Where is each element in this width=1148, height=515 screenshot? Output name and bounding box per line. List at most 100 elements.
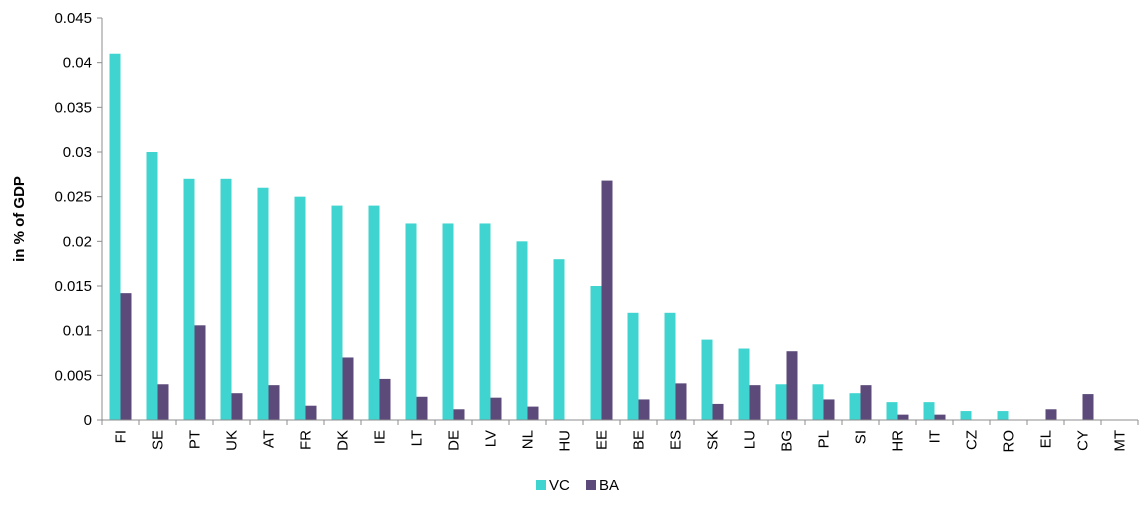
axes-group xyxy=(101,18,1138,421)
bar-ba-dk xyxy=(342,357,354,420)
bar-ba-de xyxy=(453,409,465,420)
x-category-label: CY xyxy=(1075,430,1092,451)
x-category-label: CZ xyxy=(964,430,981,450)
y-tick-label: 0.005 xyxy=(54,367,92,384)
y-tick-label: 0.035 xyxy=(54,99,92,116)
bar-vc-sk xyxy=(701,339,713,420)
bar-ba-lt xyxy=(416,396,428,420)
legend-label-ba: BA xyxy=(599,477,619,494)
x-category-label: MT xyxy=(1112,430,1129,452)
bar-vc-lv xyxy=(479,223,491,420)
bar-vc-uk xyxy=(220,178,232,420)
legend: VC BA xyxy=(536,477,619,494)
x-category-label: LV xyxy=(483,430,500,447)
y-ticks-group: 0 0.005 0.01 0.015 0.02 0.025 0.03 0.035 0.04 0.0… xyxy=(54,10,102,429)
bar-ba-lu xyxy=(749,385,761,420)
bar-ba-bg xyxy=(786,351,798,420)
x-category-label: HR xyxy=(890,430,907,452)
x-category-label: DK xyxy=(335,430,352,451)
bar-vc-lu xyxy=(738,348,750,420)
x-category-label: HU xyxy=(557,430,574,452)
x-category-label: PL xyxy=(816,430,833,448)
bar-vc-se xyxy=(146,152,158,420)
x-category-label: IT xyxy=(927,430,944,443)
bar-ba-si xyxy=(860,385,872,420)
y-tick-label: 0 xyxy=(84,412,92,429)
x-category-label: AT xyxy=(261,430,278,448)
x-category-label: LT xyxy=(409,430,426,446)
bar-ba-se xyxy=(157,384,169,420)
bar-vc-si xyxy=(849,393,861,420)
bar-vc-bg xyxy=(775,384,787,420)
bar-ba-pt xyxy=(194,325,206,420)
bar-ba-cy xyxy=(1082,394,1094,420)
bar-vc-de xyxy=(442,223,454,420)
bar-vc-nl xyxy=(516,241,528,420)
bar-ba-it xyxy=(934,414,946,420)
x-category-label: RO xyxy=(1001,430,1018,453)
bar-vc-ee xyxy=(590,286,602,420)
bar-vc-hu xyxy=(553,259,565,420)
x-category-label: EE xyxy=(594,430,611,450)
bar-vc-be xyxy=(627,312,639,420)
x-ticks-group: FI SE PT UK AT FR DK IE LT DE LV NL HU EE BE ES SK LU BG PL… xyxy=(101,420,1139,453)
bar-vc-pt xyxy=(183,178,195,420)
bar-ba-be xyxy=(638,399,650,420)
bar-ba-es xyxy=(675,383,687,420)
bar-ba-ie xyxy=(379,378,391,420)
bar-vc-it xyxy=(923,402,935,420)
bar-ba-ee xyxy=(601,180,613,420)
x-category-label: NL xyxy=(520,430,537,449)
bar-ba-fi xyxy=(120,293,132,420)
bar-vc-es xyxy=(664,312,676,420)
x-category-label: BG xyxy=(779,430,796,452)
x-category-label: IE xyxy=(372,430,389,444)
bar-ba-pl xyxy=(823,399,835,420)
bar-vc-lt xyxy=(405,223,417,420)
bar-ba-lv xyxy=(490,397,502,420)
bar-ba-uk xyxy=(231,393,243,420)
y-axis-title: in % of GDP xyxy=(11,176,28,262)
bars-group xyxy=(109,53,1094,420)
bar-ba-at xyxy=(268,385,280,420)
x-category-label: DE xyxy=(446,430,463,451)
y-tick-label: 0.045 xyxy=(54,10,92,27)
bar-vc-ro xyxy=(997,411,1009,420)
x-category-label: SK xyxy=(705,430,722,450)
bar-vc-cz xyxy=(960,411,972,420)
legend-label-vc: VC xyxy=(549,477,570,494)
y-tick-label: 0.01 xyxy=(63,323,92,340)
y-tick-label: 0.03 xyxy=(63,144,92,161)
y-tick-label: 0.04 xyxy=(63,55,92,72)
bar-vc-fr xyxy=(294,196,306,420)
bar-ba-fr xyxy=(305,405,317,420)
legend-swatch-ba xyxy=(586,480,596,490)
y-axis-title-group: in % of GDP xyxy=(11,176,28,262)
bar-vc-ie xyxy=(368,205,380,420)
x-category-label: BE xyxy=(631,430,648,450)
bar-vc-dk xyxy=(331,205,343,420)
x-category-label: UK xyxy=(224,430,241,451)
bar-ba-nl xyxy=(527,406,539,420)
x-category-label: SE xyxy=(150,430,167,450)
bar-ba-sk xyxy=(712,403,724,420)
bar-ba-el xyxy=(1045,409,1057,420)
legend-swatch-vc xyxy=(536,480,546,490)
bar-vc-at xyxy=(257,187,269,420)
y-tick-label: 0.015 xyxy=(54,278,92,295)
x-category-label: EL xyxy=(1038,430,1055,448)
x-category-label: FI xyxy=(113,430,130,443)
bar-vc-fi xyxy=(109,53,121,420)
x-category-label: LU xyxy=(742,430,759,449)
bar-vc-pl xyxy=(812,384,824,420)
x-category-label: PT xyxy=(187,430,204,449)
x-category-label: FR xyxy=(298,430,315,450)
x-category-label: ES xyxy=(668,430,685,450)
y-tick-label: 0.025 xyxy=(54,189,92,206)
x-category-label: SI xyxy=(853,430,870,444)
bar-ba-hr xyxy=(897,414,909,420)
bar-vc-hr xyxy=(886,402,898,420)
y-tick-label: 0.02 xyxy=(63,233,92,250)
